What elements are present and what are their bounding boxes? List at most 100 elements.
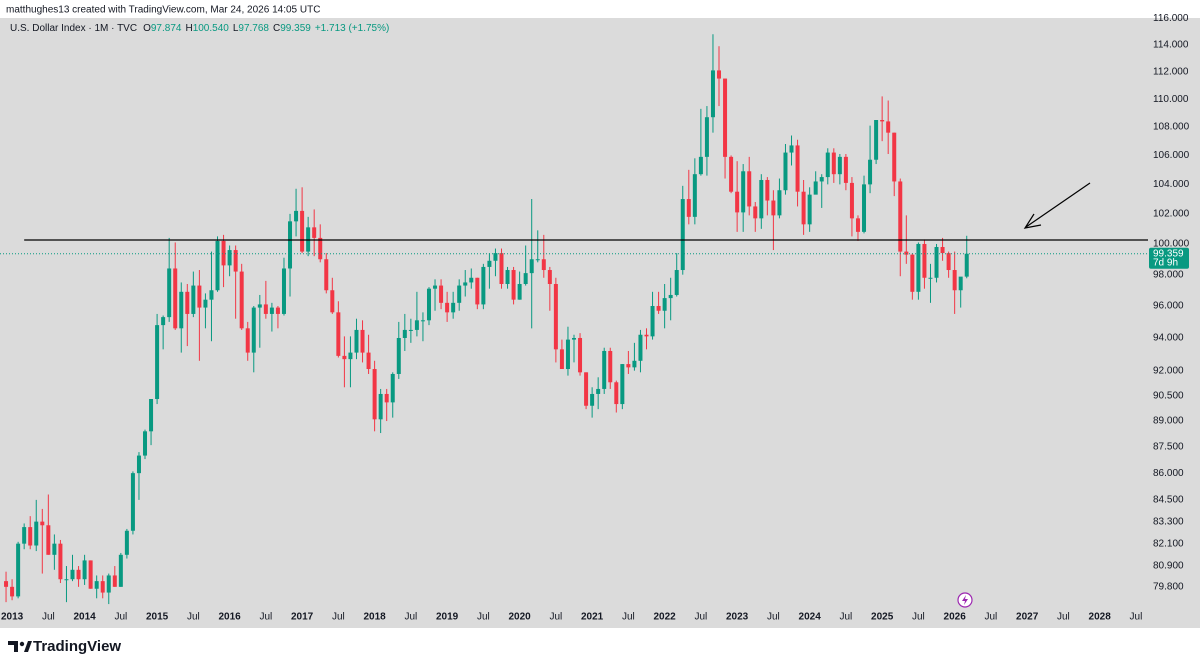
price-tag bbox=[1149, 247, 1189, 269]
candle-body bbox=[777, 190, 782, 216]
plot-area bbox=[0, 34, 1148, 605]
candle-body bbox=[795, 145, 800, 192]
candle-body bbox=[70, 569, 75, 580]
candle-body bbox=[354, 329, 359, 353]
candle-body bbox=[807, 194, 812, 225]
y-tick-label: 116.000 bbox=[1153, 13, 1189, 24]
candle-body bbox=[100, 581, 105, 593]
x-tick-label: 2019 bbox=[436, 612, 459, 623]
legend-change: +1.713 (+1.75%) bbox=[315, 23, 390, 34]
candle-body bbox=[783, 152, 788, 191]
candle-body bbox=[330, 290, 335, 313]
price-tag-countdown: 7d 9h bbox=[1153, 257, 1178, 268]
candle-body bbox=[227, 250, 232, 266]
candle-body bbox=[547, 270, 552, 284]
candle-body bbox=[487, 260, 492, 267]
arrow-head bbox=[1023, 213, 1042, 229]
candle-body bbox=[934, 247, 939, 278]
y-tick-label: 106.000 bbox=[1153, 150, 1190, 161]
x-tick-label: 2025 bbox=[871, 612, 894, 623]
candle-body bbox=[312, 227, 317, 238]
x-tick-label: Jul bbox=[404, 612, 417, 623]
candle-body bbox=[898, 181, 903, 252]
candle-body bbox=[366, 352, 371, 370]
candle-body bbox=[735, 191, 740, 213]
y-tick-label: 79.800 bbox=[1153, 581, 1184, 592]
candle-body bbox=[553, 283, 558, 350]
candle-body bbox=[378, 393, 383, 420]
x-tick-label: 2026 bbox=[944, 612, 967, 623]
candle-body bbox=[511, 270, 516, 300]
candle-body bbox=[457, 285, 462, 303]
y-tick-label: 83.300 bbox=[1153, 516, 1184, 527]
legend-value: 97.768 bbox=[238, 23, 269, 34]
candle-body bbox=[94, 581, 99, 589]
legend-value: 99.359 bbox=[280, 23, 311, 34]
candle-body bbox=[819, 177, 824, 182]
candle-body bbox=[106, 575, 111, 593]
candle-body bbox=[445, 302, 450, 313]
candle-body bbox=[596, 388, 601, 394]
candle-body bbox=[590, 393, 595, 406]
footer-logo-text: TradingView bbox=[33, 638, 121, 655]
candle-body bbox=[281, 268, 286, 314]
x-tick-label: 2018 bbox=[363, 612, 386, 623]
candle-body bbox=[420, 320, 425, 322]
candle-body bbox=[58, 543, 63, 580]
candle-body bbox=[862, 184, 867, 232]
candle-body bbox=[886, 121, 891, 133]
candle-body bbox=[626, 364, 631, 368]
legend-prefix: L bbox=[233, 23, 239, 34]
candle-body bbox=[136, 455, 141, 474]
candle-body bbox=[584, 372, 589, 406]
candle-body bbox=[771, 200, 776, 216]
candle-body bbox=[275, 307, 280, 314]
legend-value: 100.540 bbox=[193, 23, 230, 34]
candle-body bbox=[632, 360, 637, 368]
y-tick-label: 114.000 bbox=[1153, 40, 1189, 51]
candle-body bbox=[161, 317, 166, 326]
x-tick-label: Jul bbox=[767, 612, 780, 623]
candle-body bbox=[565, 339, 570, 370]
x-tick-label: Jul bbox=[332, 612, 345, 623]
candle-body bbox=[759, 179, 764, 219]
candle-body bbox=[408, 329, 413, 331]
candle-body bbox=[82, 560, 87, 580]
header-text: matthughes13 created with TradingView.co… bbox=[6, 5, 320, 16]
candle-body bbox=[765, 179, 770, 201]
candle-body bbox=[16, 543, 21, 597]
candle-body bbox=[940, 247, 945, 254]
candle-body bbox=[149, 399, 154, 432]
x-tick-label: Jul bbox=[694, 612, 707, 623]
candle-body bbox=[505, 270, 510, 284]
candle-body bbox=[318, 237, 323, 260]
candle-body bbox=[245, 328, 250, 353]
y-tick-label: 112.000 bbox=[1153, 66, 1189, 77]
candle-body bbox=[40, 521, 45, 526]
candle-body bbox=[517, 283, 522, 300]
candle-body bbox=[173, 268, 178, 329]
candle-body bbox=[263, 304, 268, 314]
candle-body bbox=[294, 210, 299, 222]
candle-body bbox=[843, 156, 848, 183]
x-tick-label: Jul bbox=[1130, 612, 1143, 623]
y-tick-label: 89.000 bbox=[1153, 416, 1184, 427]
candle-body bbox=[239, 271, 244, 329]
y-tick-label: 96.000 bbox=[1153, 301, 1184, 312]
y-tick-label: 94.000 bbox=[1153, 333, 1184, 344]
x-tick-label: 2016 bbox=[218, 612, 241, 623]
candle-body bbox=[602, 350, 607, 389]
candle-body bbox=[662, 298, 667, 311]
candle-body bbox=[203, 299, 208, 308]
candle-body bbox=[747, 171, 752, 207]
x-tick-label: Jul bbox=[477, 612, 490, 623]
candle-body bbox=[10, 586, 15, 597]
candle-body bbox=[523, 273, 528, 284]
x-tick-label: 2024 bbox=[799, 612, 822, 623]
y-tick-label: 82.100 bbox=[1153, 538, 1184, 549]
candle-body bbox=[88, 560, 93, 589]
candle-body bbox=[324, 259, 329, 291]
x-tick-label: 2017 bbox=[291, 612, 314, 623]
candle-body bbox=[414, 320, 419, 330]
candle-body bbox=[837, 156, 842, 175]
